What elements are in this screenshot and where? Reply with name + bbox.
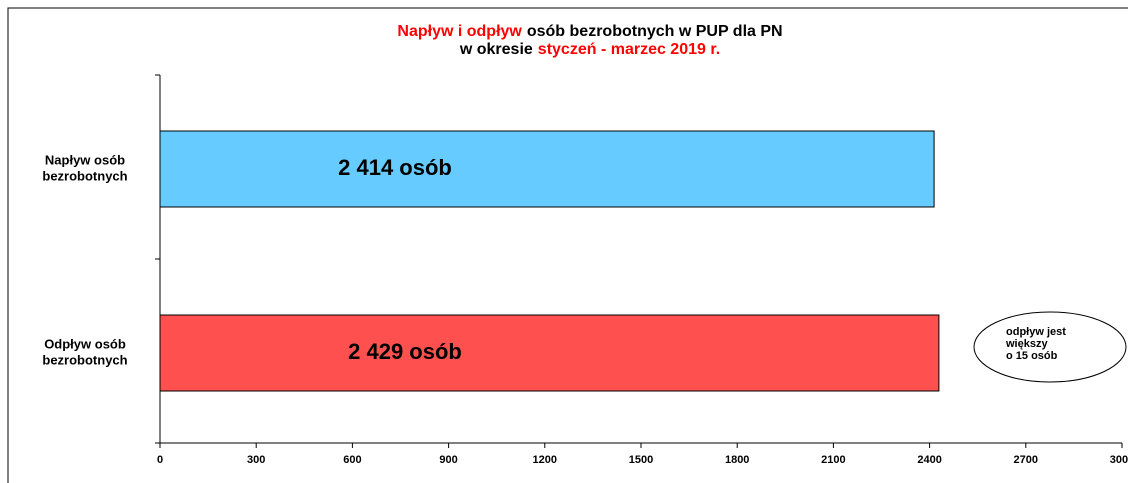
title-part: styczeń - marzec 2019 r. bbox=[538, 41, 720, 58]
x-tick-label: 1200 bbox=[533, 454, 557, 466]
chart-frame bbox=[7, 7, 1128, 483]
value-label: 2 414 osób bbox=[338, 155, 452, 180]
y-tick-label: bezrobotnych bbox=[42, 352, 127, 367]
annotation-text: większy bbox=[1005, 338, 1048, 350]
chart-title: Napływ i odpływ osób bezrobotnych w PUP d… bbox=[397, 23, 782, 40]
x-tick-label: 1800 bbox=[725, 454, 749, 466]
chart-title: w okresie styczeń - marzec 2019 r. bbox=[459, 41, 720, 58]
x-tick-label: 600 bbox=[343, 454, 361, 466]
title-part: w okresie bbox=[459, 41, 533, 58]
x-tick-label: 300 bbox=[247, 454, 265, 466]
title-part: Napływ i odpływ bbox=[397, 23, 522, 40]
value-label: 2 429 osób bbox=[348, 339, 462, 364]
x-tick-label: 2700 bbox=[1014, 454, 1038, 466]
annotation-bubble bbox=[973, 311, 1127, 383]
x-tick-label: 900 bbox=[439, 454, 457, 466]
annotation-text: odpływ jest bbox=[1006, 326, 1066, 338]
x-tick-label: 2400 bbox=[917, 454, 941, 466]
y-tick-label: Odpływ osób bbox=[44, 336, 126, 351]
bar bbox=[159, 314, 940, 392]
annotation-text: o 15 osób bbox=[1006, 350, 1058, 362]
x-tick-label: 0 bbox=[157, 454, 163, 466]
x-tick-label: 3000 bbox=[1110, 454, 1128, 466]
y-tick-label: bezrobotnych bbox=[42, 168, 127, 183]
x-tick-label: 1500 bbox=[629, 454, 653, 466]
bar bbox=[159, 130, 935, 208]
title-part: osób bezrobotnych w PUP dla PN bbox=[527, 23, 783, 40]
y-tick-label: Napływ osób bbox=[45, 152, 125, 167]
x-tick-label: 2100 bbox=[821, 454, 845, 466]
